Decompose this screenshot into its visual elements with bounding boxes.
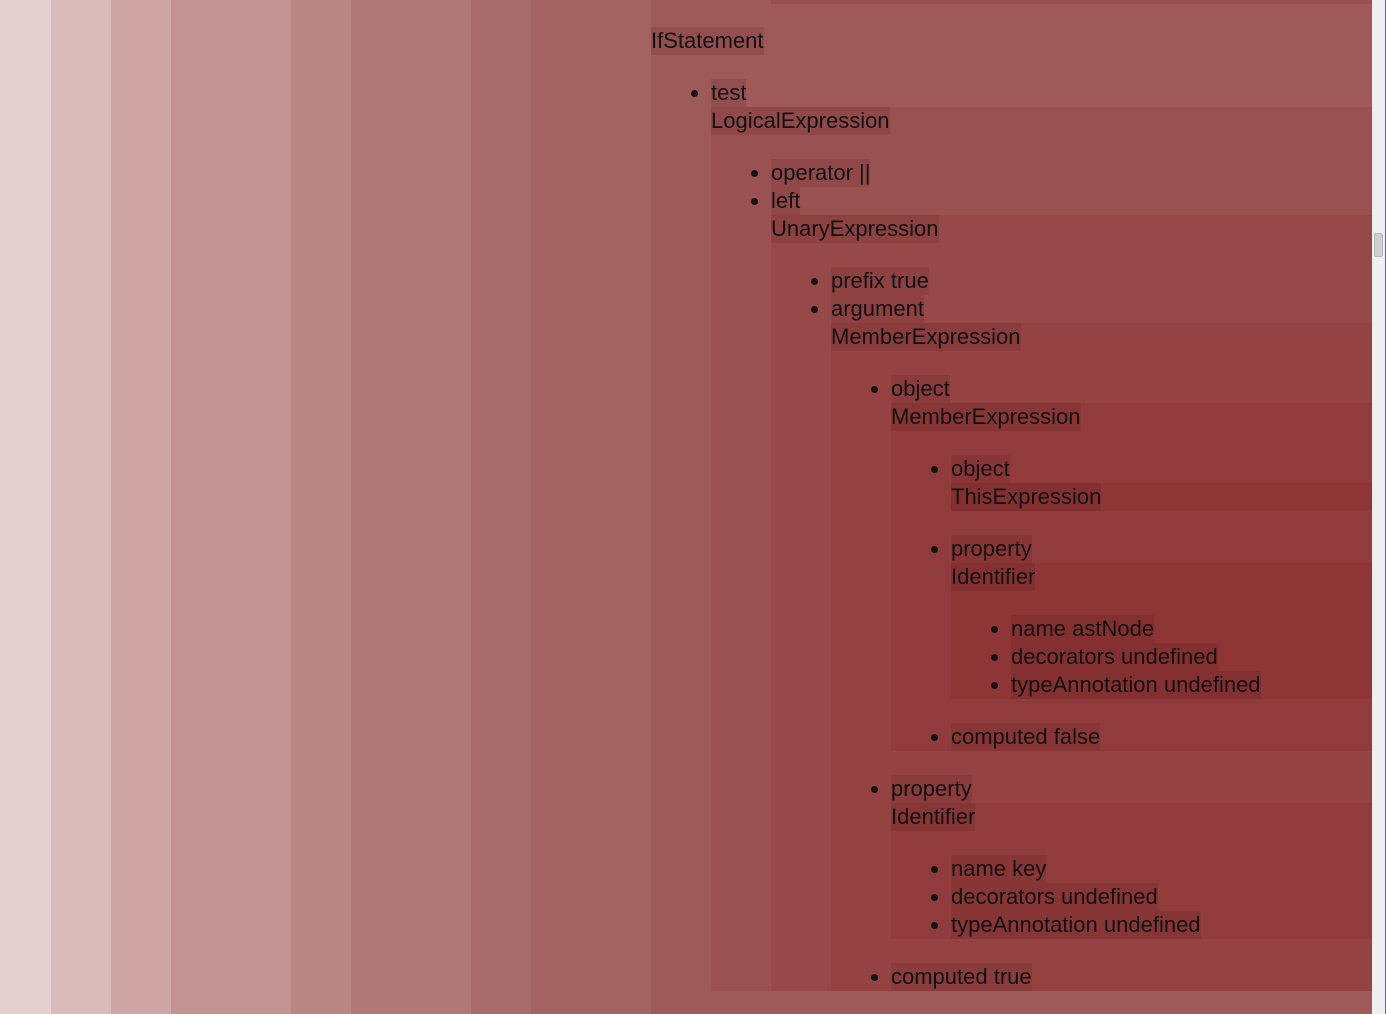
- ancestor-band: [351, 0, 471, 1014]
- previous-node-edge: [771, 0, 1372, 4]
- property-key[interactable]: argument: [831, 295, 924, 323]
- property-key[interactable]: object: [891, 375, 950, 403]
- ast-node: Identifier name keydecorators undefinedty…: [891, 803, 1372, 939]
- vertical-scrollbar[interactable]: [1372, 0, 1386, 1014]
- property-key[interactable]: property: [891, 775, 972, 803]
- property-item: typeAnnotation undefined: [951, 911, 1372, 939]
- scrollbar-thumb[interactable]: [1374, 233, 1383, 257]
- ast-node: ThisExpression: [951, 483, 1372, 511]
- property-value: typeAnnotation undefined: [1011, 671, 1261, 699]
- property-list: name keydecorators undefinedtypeAnnotati…: [891, 855, 1372, 939]
- property-item: name astNode: [1011, 615, 1372, 643]
- property-key[interactable]: test: [711, 79, 747, 107]
- property-value: prefix true: [831, 267, 929, 295]
- node-type-label[interactable]: UnaryExpression: [771, 215, 939, 243]
- node-type-label[interactable]: Identifier: [891, 803, 976, 831]
- ancestor-band: [51, 0, 111, 1014]
- ast-node: MemberExpressionobjectMemberExpressionob…: [831, 323, 1372, 991]
- property-key[interactable]: left: [771, 187, 801, 215]
- node-type-label[interactable]: IfStatement: [651, 27, 764, 55]
- ast-node: UnaryExpressionprefix trueargumentMember…: [771, 215, 1372, 991]
- property-item: decorators undefined: [951, 883, 1372, 911]
- ancestor-band: [291, 0, 351, 1014]
- property-value: computed false: [951, 723, 1101, 751]
- node-type-label[interactable]: ThisExpression: [951, 483, 1102, 511]
- property-item: decorators undefined: [1011, 643, 1372, 671]
- property-item: name key: [951, 855, 1372, 883]
- node-type-label[interactable]: Identifier: [951, 563, 1036, 591]
- ast-node: LogicalExpression operator ||leftUnaryExp…: [711, 107, 1372, 991]
- property-item: objectMemberExpressionobjectThisExpressi…: [891, 375, 1372, 751]
- property-item: computed true: [891, 963, 1372, 991]
- property-list: name astNodedecorators undefinedtypeAnno…: [951, 615, 1372, 699]
- property-item: leftUnaryExpressionprefix trueargumentMe…: [771, 187, 1372, 991]
- property-value: computed true: [891, 963, 1032, 991]
- ancestor-band: [471, 0, 531, 1014]
- property-key[interactable]: property: [951, 535, 1032, 563]
- property-item: operator ||: [771, 159, 1372, 187]
- property-key[interactable]: object: [951, 455, 1010, 483]
- ast-node: Identifier name astNodedecorators undefin…: [951, 563, 1372, 699]
- node-type-label[interactable]: MemberExpression: [831, 323, 1021, 351]
- property-item: argumentMemberExpressionobjectMemberExpr…: [831, 295, 1372, 991]
- ancestor-band: [171, 0, 291, 1014]
- property-value: typeAnnotation undefined: [951, 911, 1201, 939]
- property-value: name key: [951, 855, 1047, 883]
- property-item: typeAnnotation undefined: [1011, 671, 1372, 699]
- property-item: prefix true: [831, 267, 1372, 295]
- node-type-label[interactable]: MemberExpression: [891, 403, 1081, 431]
- property-value: operator ||: [771, 159, 871, 187]
- property-item: computed false: [951, 723, 1372, 751]
- ancestor-band: [111, 0, 171, 1014]
- node-type-label[interactable]: LogicalExpression: [711, 107, 890, 135]
- ancestor-band: [531, 0, 651, 1014]
- property-value: name astNode: [1011, 615, 1155, 643]
- property-list: prefix trueargumentMemberExpressionobjec…: [771, 267, 1372, 991]
- property-list: objectMemberExpressionobjectThisExpressi…: [831, 375, 1372, 991]
- property-value: decorators undefined: [1011, 643, 1218, 671]
- property-value: decorators undefined: [951, 883, 1158, 911]
